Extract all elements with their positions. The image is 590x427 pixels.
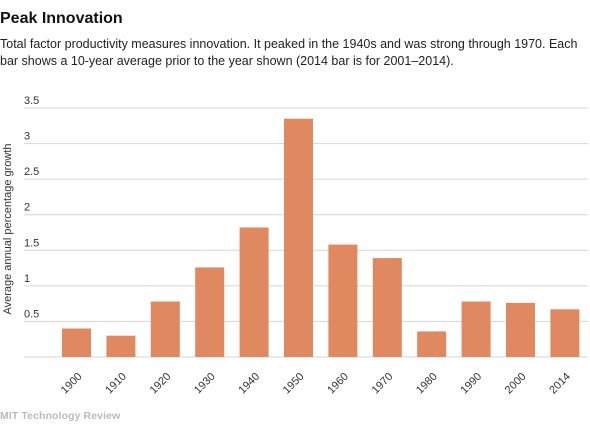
bar-1980 xyxy=(417,331,447,357)
bars xyxy=(62,118,580,357)
x-tick-label: 1970 xyxy=(370,371,396,397)
y-tick-label: 3.5 xyxy=(24,95,39,107)
bar-2000 xyxy=(506,302,535,357)
bar-2014 xyxy=(550,309,580,357)
x-tick-label: 2000 xyxy=(503,371,529,397)
bar-1900 xyxy=(62,328,91,357)
bar-1910 xyxy=(106,335,136,357)
y-tick-label: 3 xyxy=(24,131,30,143)
y-tick-label: 2 xyxy=(24,202,30,214)
bar-1990 xyxy=(461,301,491,357)
x-tick-label: 1930 xyxy=(192,371,218,397)
x-tick-label: 1940 xyxy=(236,371,262,397)
bar-1950 xyxy=(284,118,313,357)
bar-1940 xyxy=(239,227,269,357)
y-axis-label: Average annual percentage growth xyxy=(2,143,14,314)
chart-title: Peak Innovation xyxy=(0,10,123,27)
y-axis-ticks: 0.5 1 1.5 2 2.5 3 3.5 xyxy=(24,95,39,320)
x-tick-label: 1980 xyxy=(414,371,440,397)
x-tick-label: 1950 xyxy=(281,371,307,397)
x-tick-label: 1960 xyxy=(325,371,351,397)
x-axis-ticks: 1900 1910 1920 1930 1940 1950 1960 1970 1980 1990… xyxy=(59,371,573,397)
y-tick-label: 1 xyxy=(24,273,30,285)
publisher-logo: MIT Technology Review xyxy=(0,410,121,422)
x-tick-label: 1910 xyxy=(103,371,129,397)
chart-subtitle: Total factor productivity measures innov… xyxy=(0,37,578,68)
y-tick-label: 0.5 xyxy=(24,308,39,320)
bar-1920 xyxy=(150,301,180,357)
bar-1960 xyxy=(328,244,358,357)
y-tick-label: 1.5 xyxy=(24,237,39,249)
x-tick-label: 2014 xyxy=(547,371,573,397)
bar-1970 xyxy=(372,258,402,357)
x-tick-label: 1920 xyxy=(148,371,174,397)
x-tick-label: 1900 xyxy=(59,371,85,397)
x-tick-label: 1990 xyxy=(458,371,484,397)
bar-1930 xyxy=(195,267,225,357)
y-tick-label: 2.5 xyxy=(24,166,39,178)
